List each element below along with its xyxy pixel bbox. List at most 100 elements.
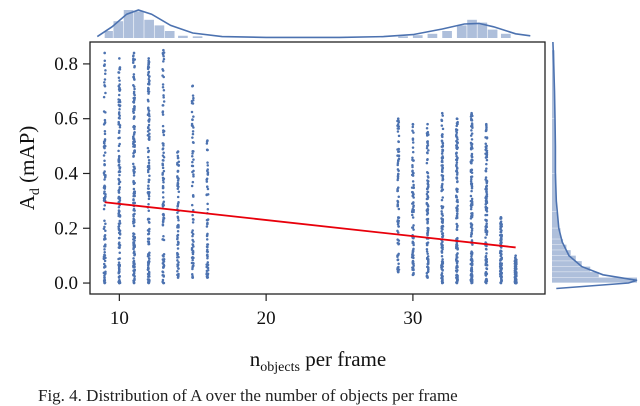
scatter-point	[513, 259, 517, 262]
scatter-point	[411, 208, 414, 212]
scatter-point	[515, 262, 518, 266]
x-axis-title: nobjects per frame	[250, 347, 386, 375]
scatter-point	[455, 176, 459, 179]
scatter-point	[499, 262, 502, 265]
scatter-point	[455, 144, 458, 147]
scatter-point	[103, 159, 106, 163]
scatter-point	[117, 246, 121, 249]
scatter-point	[117, 154, 121, 158]
scatter-point	[191, 132, 195, 136]
scatter-point	[485, 252, 488, 255]
scatter-point	[147, 88, 150, 91]
scatter-point	[132, 135, 135, 138]
scatter-point	[484, 199, 488, 202]
scatter-point	[484, 178, 487, 181]
scatter-point	[454, 128, 458, 131]
scatter-point	[425, 192, 429, 196]
scatter-point	[191, 209, 195, 212]
scatter-point	[411, 216, 415, 219]
scatter-point	[162, 217, 165, 221]
scatter-point	[192, 175, 195, 178]
scatter-point	[132, 224, 136, 228]
scatter-point	[499, 225, 502, 228]
scatter-point	[396, 199, 399, 203]
scatter-point	[396, 124, 399, 127]
scatter-point	[191, 136, 194, 139]
scatter-point	[147, 203, 150, 206]
scatter-point	[132, 171, 136, 175]
scatter-point	[396, 255, 399, 258]
scatter-point	[162, 142, 165, 145]
scatter-point	[397, 225, 400, 228]
scatter-point	[206, 272, 210, 275]
scatter-point	[485, 277, 488, 281]
scatter-point	[103, 63, 106, 66]
scatter-point	[147, 112, 151, 116]
scatter-point	[455, 266, 458, 270]
scatter-point	[103, 184, 106, 188]
scatter-point	[425, 213, 429, 216]
scatter-point	[103, 237, 106, 240]
scatter-point	[206, 232, 209, 236]
scatter-point	[162, 133, 166, 137]
scatter-point	[441, 167, 444, 171]
scatter-point	[147, 92, 150, 95]
scatter-point	[176, 154, 180, 158]
scatter-point	[176, 240, 180, 244]
scatter-point	[412, 131, 415, 134]
scatter-point	[117, 264, 121, 267]
scatter-point	[176, 259, 179, 262]
scatter-point	[132, 174, 136, 177]
scatter-point	[396, 178, 399, 182]
scatter-point	[147, 253, 150, 256]
scatter-point	[425, 243, 429, 247]
scatter-point	[146, 107, 150, 110]
scatter-point	[411, 226, 415, 229]
scatter-point	[148, 118, 151, 121]
x-tick-label: 10	[110, 308, 129, 329]
scatter-point	[426, 182, 430, 186]
scatter-point	[176, 276, 180, 279]
scatter-point	[411, 150, 415, 154]
scatter-point	[133, 194, 136, 198]
scatter-point	[132, 58, 135, 62]
scatter-point	[146, 275, 150, 278]
scatter-point	[132, 222, 135, 225]
marginal-x-histogram	[96, 9, 531, 39]
scatter-point	[176, 234, 179, 238]
scatter-point	[470, 177, 473, 181]
scatter-point	[190, 261, 194, 265]
scatter-point	[440, 254, 444, 258]
scatter-point	[132, 241, 135, 244]
scatter-point	[133, 115, 136, 119]
scatter-point	[117, 144, 121, 148]
scatter-point	[396, 204, 400, 208]
scatter-point	[147, 192, 151, 195]
scatter-point	[441, 235, 444, 239]
y-tick-label: 0.6	[54, 109, 78, 130]
scatter-point	[411, 122, 415, 126]
scatter-point	[132, 51, 136, 55]
scatter-point	[426, 255, 430, 258]
scatter-point	[455, 147, 459, 151]
scatter-point	[147, 194, 151, 198]
scatter-point	[133, 87, 136, 91]
scatter-point	[455, 161, 459, 164]
scatter-point	[117, 210, 121, 214]
scatter-point	[192, 126, 195, 129]
marginal-y-bar	[552, 266, 591, 272]
scatter-point	[162, 57, 166, 61]
scatter-point	[146, 168, 150, 172]
scatter-point	[146, 65, 150, 69]
scatter-point	[103, 274, 106, 277]
scatter-point	[103, 85, 107, 88]
scatter-point	[440, 111, 444, 115]
scatter-point	[396, 175, 400, 178]
scatter-point	[103, 254, 107, 257]
scatter-point	[440, 212, 444, 215]
scatter-point	[176, 236, 179, 240]
scatter-point	[205, 238, 209, 241]
scatter-point	[396, 267, 399, 271]
scatter-point	[412, 228, 415, 231]
scatter-point	[191, 160, 194, 164]
